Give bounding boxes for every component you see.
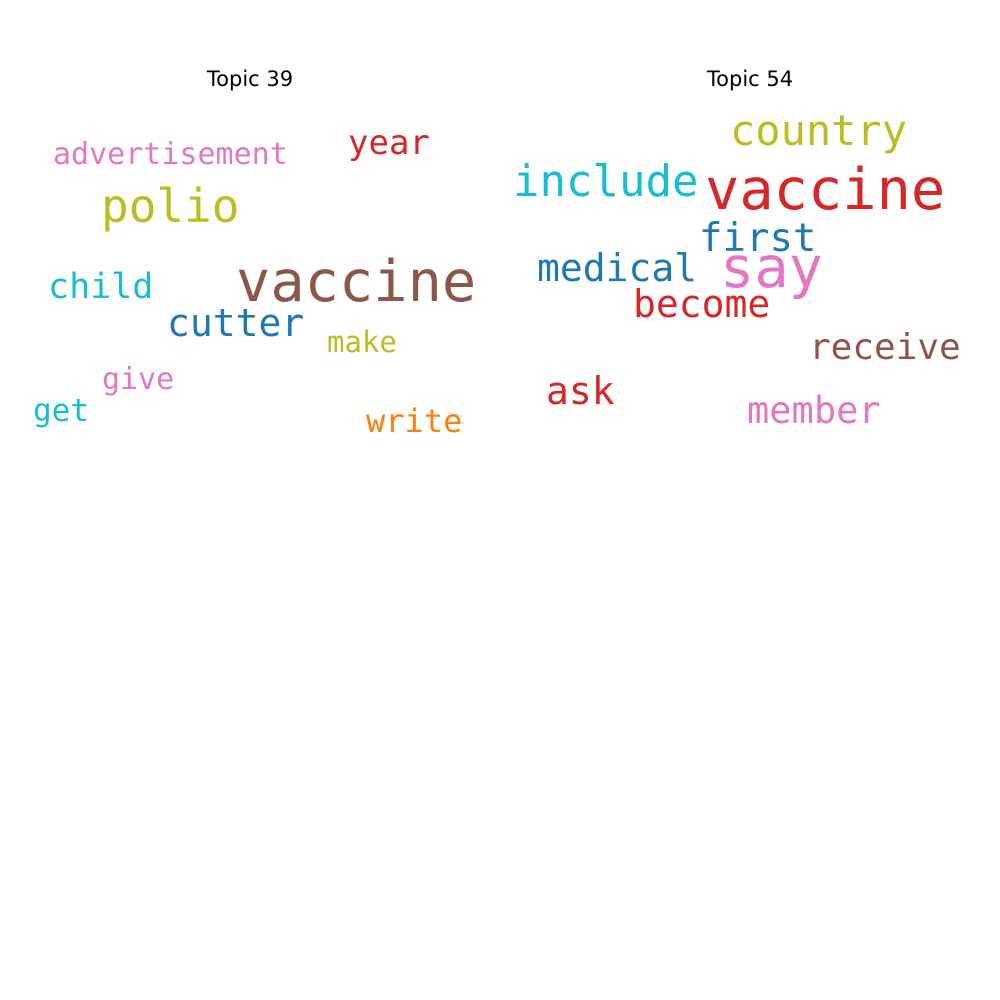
word-give: give bbox=[102, 362, 175, 397]
topic-title: Topic 54 bbox=[706, 67, 794, 91]
word-write: write bbox=[366, 402, 463, 440]
word-cutter: cutter bbox=[167, 301, 305, 345]
word-vaccine: vaccine bbox=[705, 157, 946, 223]
word-become: become bbox=[633, 282, 771, 326]
word-member: member bbox=[747, 389, 881, 432]
word-vaccine: vaccine bbox=[236, 249, 477, 315]
word-year: year bbox=[348, 123, 430, 163]
word-first: first bbox=[699, 216, 817, 261]
word-get: get bbox=[33, 393, 89, 429]
word-polio: polio bbox=[101, 179, 240, 233]
word-advertisement: advertisement bbox=[53, 137, 288, 172]
word-child: child bbox=[48, 267, 154, 307]
topic-39-wordcloud: Topic 39 vaccine polio cutter advertisem… bbox=[0, 0, 500, 480]
topic-54-wordcloud: Topic 54 vaccine say country include fir… bbox=[500, 0, 1000, 480]
word-country: country bbox=[730, 106, 908, 155]
word-include: include bbox=[513, 156, 699, 207]
topic-title: Topic 39 bbox=[206, 67, 294, 91]
word-medical: medical bbox=[537, 246, 698, 290]
word-make: make bbox=[327, 325, 397, 359]
word-ask: ask bbox=[546, 369, 615, 413]
word-say: say bbox=[720, 235, 823, 301]
word-receive: receive bbox=[809, 327, 961, 368]
